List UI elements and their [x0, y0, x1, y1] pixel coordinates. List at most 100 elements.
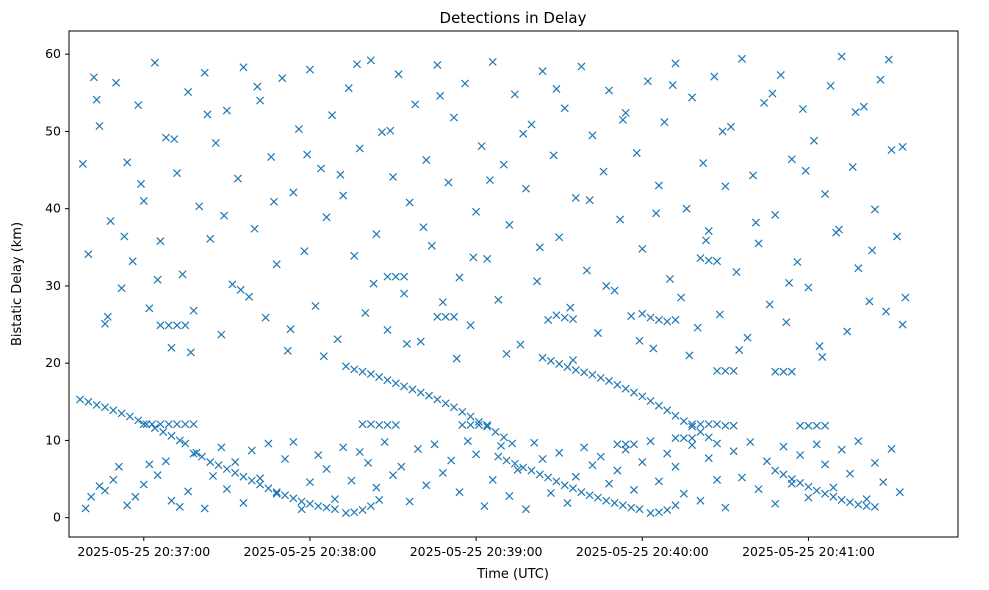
data-point — [430, 440, 439, 449]
x-tick-label: 2025-05-25 20:40:00 — [576, 544, 709, 559]
data-point — [870, 502, 879, 511]
data-point — [100, 486, 110, 495]
data-point — [527, 120, 536, 129]
data-point — [294, 125, 303, 134]
data-point — [613, 466, 622, 475]
data-point — [563, 363, 572, 372]
data-point — [305, 499, 314, 508]
data-point — [809, 136, 819, 145]
data-point — [480, 502, 489, 511]
data-point — [688, 93, 697, 102]
data-point — [425, 391, 434, 400]
data-point — [729, 366, 738, 375]
data-point — [616, 215, 625, 224]
data-point — [497, 441, 506, 450]
data-point — [704, 227, 713, 236]
data-point — [272, 489, 281, 498]
data-point — [771, 210, 780, 219]
data-point — [898, 142, 907, 151]
data-point — [845, 498, 855, 507]
data-point — [646, 437, 655, 446]
data-point — [200, 68, 209, 77]
data-point — [145, 304, 154, 313]
data-point — [438, 468, 447, 477]
data-point — [125, 412, 134, 421]
data-point — [272, 260, 281, 269]
data-point — [796, 451, 805, 460]
data-point — [829, 492, 838, 501]
data-point — [618, 115, 627, 124]
data-point — [181, 439, 190, 448]
data-point — [148, 420, 157, 429]
data-point — [228, 280, 237, 289]
data-point — [89, 73, 98, 82]
y-tick-label: 10 — [45, 432, 61, 447]
data-point — [474, 420, 483, 430]
data-point — [112, 78, 121, 87]
data-point — [696, 254, 705, 263]
data-point — [319, 352, 328, 361]
data-point — [671, 411, 680, 420]
data-point — [350, 508, 359, 517]
data-point — [433, 60, 442, 70]
data-point — [386, 126, 395, 135]
data-point — [779, 470, 788, 479]
data-point — [713, 257, 722, 266]
data-point — [239, 63, 248, 72]
data-point — [569, 356, 578, 365]
data-point — [859, 102, 868, 111]
data-point — [150, 58, 159, 67]
data-point — [671, 462, 680, 471]
data-point — [737, 473, 747, 482]
data-point — [161, 457, 170, 466]
data-point — [754, 485, 763, 494]
data-point — [167, 343, 176, 352]
data-point — [834, 225, 843, 234]
data-point — [256, 96, 265, 105]
data-point — [197, 452, 206, 461]
data-point — [172, 420, 182, 429]
data-point — [483, 422, 492, 431]
data-point — [211, 138, 220, 148]
data-point — [366, 56, 375, 65]
data-point — [519, 463, 528, 472]
data-point — [671, 501, 680, 510]
data-point — [383, 325, 392, 334]
data-point — [837, 52, 846, 61]
data-point — [156, 237, 165, 246]
data-point — [505, 220, 514, 229]
data-point — [280, 491, 290, 500]
data-point — [646, 397, 655, 406]
data-point — [546, 356, 555, 365]
data-point — [688, 422, 697, 431]
data-point — [322, 464, 331, 474]
data-point — [588, 461, 597, 470]
data-point — [530, 438, 539, 447]
data-point — [804, 482, 813, 491]
data-point — [494, 295, 503, 304]
data-point — [555, 233, 564, 242]
chart-marks — [76, 52, 910, 518]
data-point — [449, 312, 458, 321]
data-point — [84, 397, 93, 406]
data-point — [663, 317, 672, 326]
data-point — [314, 451, 323, 460]
data-point — [829, 483, 838, 492]
data-point — [635, 505, 644, 514]
x-axis: 2025-05-25 20:37:00 2025-05-25 20:38:00 20… — [77, 537, 875, 559]
data-point — [95, 121, 104, 131]
data-point — [253, 82, 262, 91]
y-tick-label: 40 — [45, 201, 61, 216]
data-point — [721, 503, 730, 512]
data-point — [701, 236, 711, 245]
data-point — [726, 122, 735, 131]
data-point — [812, 421, 821, 430]
data-point — [109, 475, 118, 484]
data-point — [848, 162, 857, 171]
data-point — [353, 60, 362, 69]
data-point — [186, 348, 195, 357]
plot-frame — [68, 30, 959, 538]
data-point — [638, 309, 647, 318]
data-point — [449, 403, 458, 412]
